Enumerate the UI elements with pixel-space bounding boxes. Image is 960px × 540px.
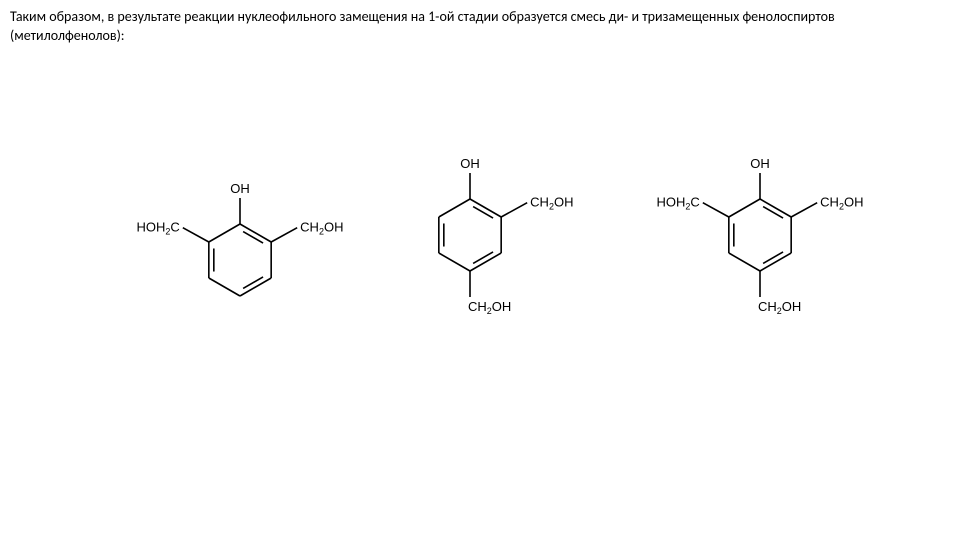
caption-text: Таким образом, в результате реакции нукл… xyxy=(10,8,950,46)
molecule-2: OH CH2OH CH2OH xyxy=(390,140,590,370)
oh-label: OH xyxy=(230,181,250,196)
ch2oh_down-label: CH2OH xyxy=(468,299,511,316)
molecule-svg: OH CH2OH HOH2C xyxy=(130,140,350,370)
molecule-svg: OH CH2OH HOH2C CH2OH xyxy=(640,140,900,370)
oh-label: OH xyxy=(750,156,770,171)
molecule-3: OH CH2OH HOH2C CH2OH xyxy=(640,140,900,370)
hoh2c-label: HOH2C xyxy=(657,195,700,212)
ch2oh_down-label: CH2OH xyxy=(758,299,801,316)
ch2oh-label: CH2OH xyxy=(530,195,573,212)
ch2oh-label: CH2OH xyxy=(820,195,863,212)
molecule-stage: OH CH2OH HOH2C OH CH2OH CH2OH OH CH2OH HOH2C CH2O… xyxy=(0,140,960,370)
ch2oh-label: CH2OH xyxy=(300,220,343,237)
hoh2c-label: HOH2C xyxy=(137,220,180,237)
molecule-svg: OH CH2OH CH2OH xyxy=(390,140,590,370)
oh-label: OH xyxy=(460,156,480,171)
molecule-1: OH CH2OH HOH2C xyxy=(130,140,350,370)
